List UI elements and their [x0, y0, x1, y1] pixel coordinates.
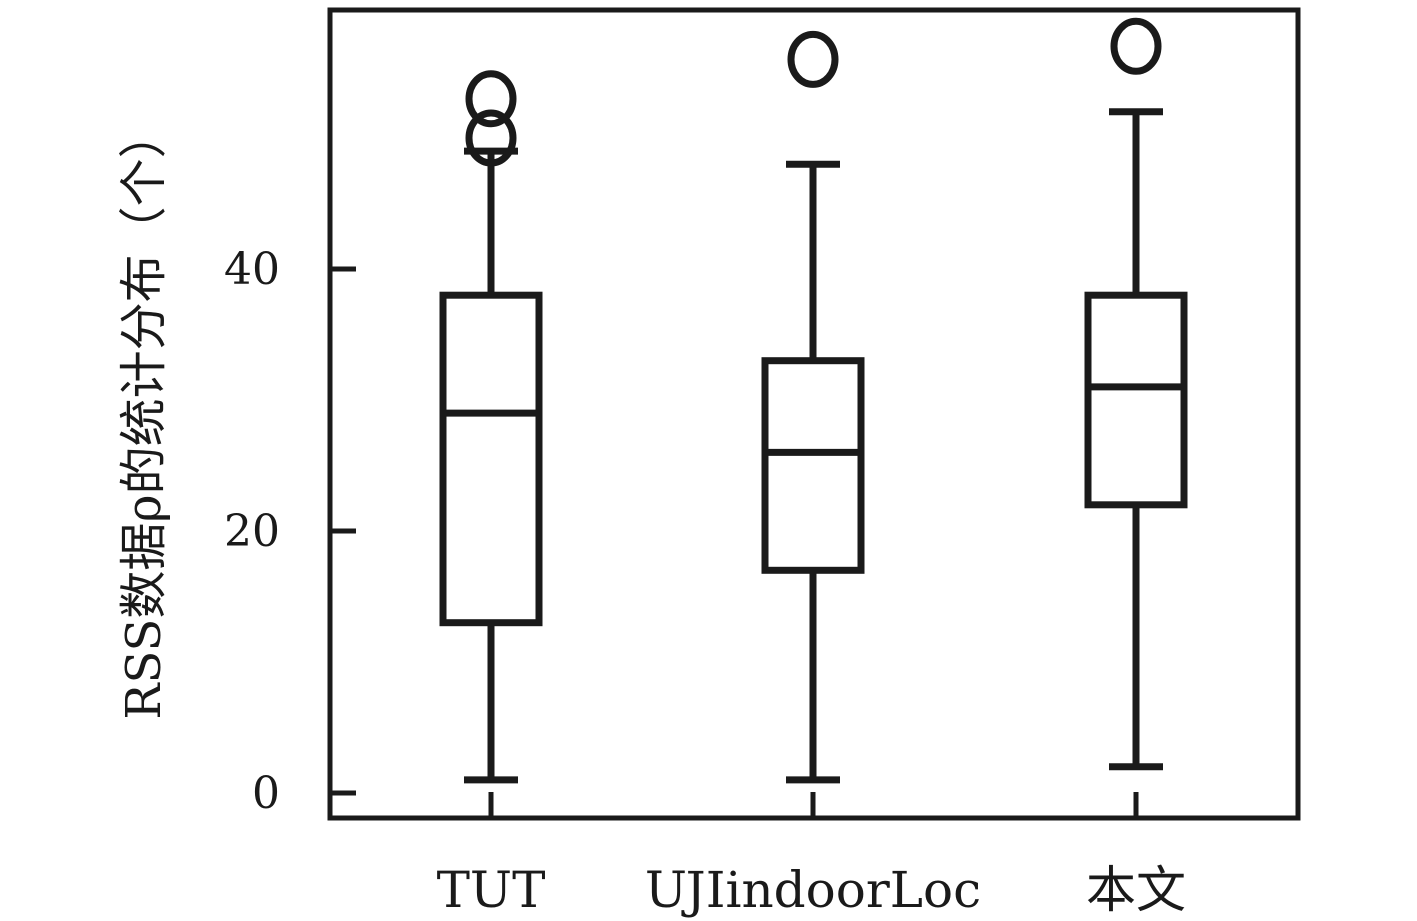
- boxes: [439, 17, 1188, 784]
- iqr-box: [439, 291, 543, 627]
- box-UJIindoorLoc: [761, 30, 865, 784]
- outlier-point: [465, 109, 517, 167]
- x-category-label: TUT: [437, 861, 546, 919]
- iqr-box: [761, 357, 865, 574]
- outlier-point: [787, 30, 839, 88]
- y-tick-label: 20: [224, 506, 280, 557]
- outlier-point: [1110, 17, 1162, 75]
- x-axis: TUT UJIindoorLoc 本文: [437, 792, 1186, 919]
- y-tick-label: 40: [224, 244, 280, 295]
- box-本文: [1084, 17, 1188, 771]
- y-tick-label: 0: [252, 768, 280, 819]
- box-TUT: [439, 70, 543, 784]
- x-category-label: UJIindoorLoc: [645, 861, 981, 919]
- x-category-label: 本文: [1086, 861, 1186, 919]
- y-axis-title: RSS数据ρ的统计分布（个）: [116, 110, 172, 719]
- outlier-point: [465, 70, 517, 128]
- iqr-box: [1084, 291, 1188, 509]
- y-axis: 0 20 40: [224, 244, 356, 819]
